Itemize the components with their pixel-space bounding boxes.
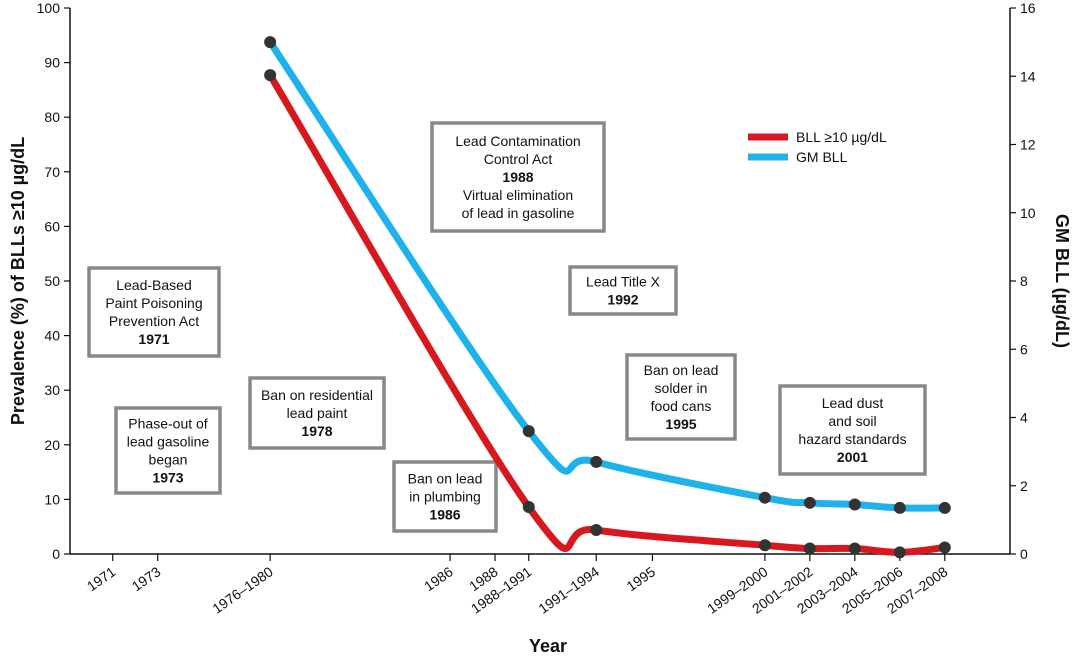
annotation-box: Lead Title X 1992 [568,265,678,316]
x-tick-label: 1971 [84,563,119,594]
y-right-tick-label: 6 [1020,341,1028,357]
annotation-border [430,121,606,233]
data-point [522,501,535,514]
annotation-box: Ban on lead solder in food cans 1995 [625,353,737,441]
annotation-year: 1995 [665,416,696,432]
y-left-tick-label: 90 [44,55,60,71]
annotation-year: 1978 [301,423,332,439]
series-line-bll-10 [266,71,949,556]
annotation-box: Phase-out of lead gasoline began 1973 [114,406,222,495]
y-left-tick-label: 70 [44,164,60,180]
annotation-border [392,460,498,533]
data-point [803,542,816,555]
annotation-border [568,265,678,316]
y-axis-right-title: GM BLL (µg/dL) [1052,214,1072,348]
x-tick-label: 1991–1994 [535,563,602,616]
series-line-gm-bll [266,38,949,512]
y-left-tick-label: 100 [37,0,61,16]
legend: BLL ≥10 µg/dL GM BLL [748,129,887,165]
annotation-line: and soil [828,413,876,429]
y-right-tick-label: 2 [1020,478,1028,494]
legend-label: GM BLL [796,149,848,165]
y-right-tick-label: 16 [1020,0,1036,16]
data-point [938,541,951,554]
annotation-line: hazard standards [798,431,906,447]
data-point [264,36,277,49]
x-tick-label: 1986 [421,563,456,594]
y-left-tick-label: 10 [44,491,60,507]
data-point [893,501,906,514]
annotation-line: lead gasoline [127,434,210,450]
y-right-tick-label: 14 [1020,68,1036,84]
annotation-line: of lead in gasoline [462,205,575,221]
y-left-tick-label: 80 [44,109,60,125]
annotation-line: Lead dust [822,395,884,411]
annotation-line: solder in [655,380,708,396]
y-left-tick-label: 30 [44,382,60,398]
annotation-line: Prevention Act [109,313,199,329]
annotation-box: Ban on residential lead paint 1978 [248,376,386,450]
annotation-border [114,406,222,495]
annotation-line: Paint Poisoning [105,295,202,311]
y-right-tick-label: 12 [1020,137,1036,153]
data-point [590,455,603,468]
annotation-year: 1988 [502,169,533,185]
y-right-tick-label: 10 [1020,205,1036,221]
annotation-line: Lead Title X [586,274,661,290]
legend-label: BLL ≥10 µg/dL [796,129,887,145]
annotation-line: in plumbing [409,489,481,505]
annotation-line: Lead Contamination [455,133,580,149]
annotation-box: Lead dust and soil hazard standards 2001 [778,384,927,476]
annotation-box: Lead Contamination Control Act 1988 Virtual… [430,121,606,233]
x-tick-label: 1995 [623,563,658,594]
annotations: Lead-Based Paint Poisoning Prevention Act 1… [87,121,927,533]
x-axis-title: Year [529,636,567,656]
annotation-year: 1986 [429,507,460,523]
annotation-year: 1971 [138,331,169,347]
annotation-line: Ban on lead [644,362,719,378]
x-tick-label: 1976–1980 [209,563,276,616]
y-left-tick-label: 0 [52,546,60,562]
series [264,36,951,559]
y-left-tick-label: 50 [44,273,60,289]
data-point [938,501,951,514]
y-axis-left-title: Prevalence (%) of BLLs ≥10 µg/dL [8,137,28,425]
annotation-line: food cans [651,398,712,414]
annotation-box: Ban on lead in plumbing 1986 [392,460,498,533]
annotation-border [778,384,927,476]
y-left-tick-label: 40 [44,328,60,344]
y-right-tick-label: 4 [1020,410,1028,426]
y-left-tick-label: 60 [44,218,60,234]
data-point [590,523,603,536]
data-point [803,496,816,509]
data-point [848,542,861,555]
annotation-border [625,353,737,441]
data-point [848,498,861,511]
data-point [893,546,906,559]
y-left-tick-label: 20 [44,437,60,453]
data-point [758,491,771,504]
annotation-line: lead paint [287,405,348,421]
data-point [522,425,535,438]
annotation-line: Control Act [484,151,553,167]
annotation-year: 1992 [607,292,638,308]
annotation-line: Phase-out of [128,416,207,432]
annotation-border [87,266,221,358]
annotation-line: Virtual elimination [463,187,573,203]
annotation-year: 1973 [152,470,183,486]
y-right-tick-label: 0 [1020,546,1028,562]
annotation-line: Ban on residential [261,387,373,403]
annotation-year: 2001 [837,449,868,465]
y-right-tick-label: 8 [1020,273,1028,289]
annotation-border [248,376,386,450]
annotation-line: began [149,452,188,468]
data-point [758,539,771,552]
annotation-box: Lead-Based Paint Poisoning Prevention Act 1… [87,266,221,358]
annotation-line: Lead-Based [116,277,192,293]
data-point [264,69,277,82]
annotation-line: Ban on lead [408,471,483,487]
x-tick-label: 1973 [129,563,164,594]
